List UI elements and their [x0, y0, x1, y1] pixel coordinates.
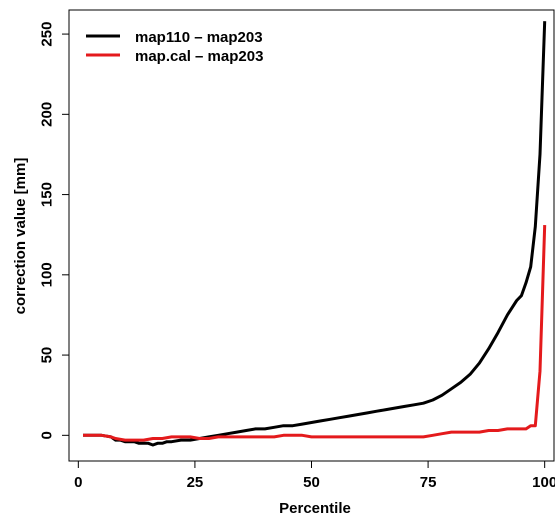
y-axis-title: correction value [mm]: [12, 158, 29, 315]
series-line-2: [83, 225, 547, 442]
series-line-1: [83, 21, 547, 447]
plot-series: [83, 21, 547, 447]
x-tick-label: 25: [187, 474, 204, 491]
legend-label-series-2: map.cal – map203: [135, 48, 263, 65]
y-tick-label: 150: [39, 182, 56, 207]
y-tick-label: 100: [39, 262, 56, 287]
x-tick-label: 0: [74, 474, 82, 491]
legend-label-series-1: map110 – map203: [135, 29, 263, 46]
x-tick-label: 50: [303, 474, 320, 491]
x-tick-label: 75: [420, 474, 437, 491]
axes: 0 25 50 75 100 0 50 100 150 200 250: [39, 22, 555, 491]
y-tick-label: 250: [39, 22, 56, 47]
x-tick-label: 100: [532, 474, 555, 491]
legend: map110 – map203 map.cal – map203: [86, 29, 263, 65]
y-tick-label: 50: [39, 347, 56, 364]
x-axis-title: Percentile: [279, 500, 351, 517]
y-tick-label: 0: [39, 431, 56, 439]
y-tick-label: 200: [39, 102, 56, 127]
plot-frame: [68, 9, 555, 462]
